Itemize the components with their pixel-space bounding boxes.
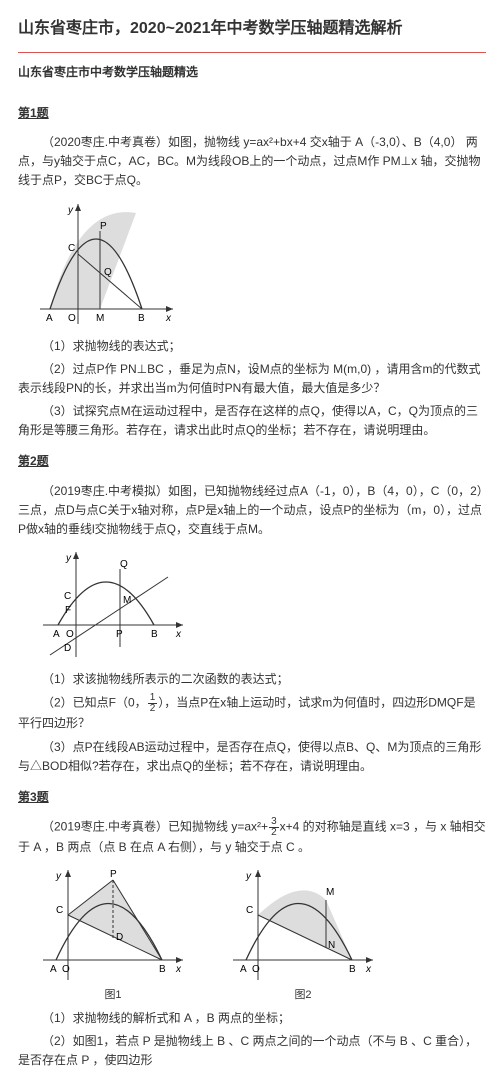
svg-text:y: y: [55, 871, 62, 882]
svg-text:B: B: [138, 313, 145, 324]
svg-text:x: x: [175, 964, 182, 975]
q3-cap2: 图2: [228, 987, 378, 1005]
svg-text:x: x: [165, 313, 172, 324]
svg-text:M: M: [326, 887, 334, 898]
q2-frac: 12: [148, 693, 158, 714]
q1-p3: （3）试探究点M在运动过程中，是否存在这样的点Q，使得以A，C，Q为顶点的三角形…: [18, 402, 486, 440]
svg-text:M: M: [96, 313, 104, 324]
svg-text:O: O: [66, 629, 74, 640]
svg-text:M: M: [123, 595, 131, 606]
svg-text:O: O: [62, 964, 70, 975]
q1-figure: A B O C M P Q x y: [38, 199, 486, 329]
q2-head: 第2题: [18, 452, 49, 471]
q1-intro: （2020枣庄.中考真卷）如图，抛物线 y=ax²+bx+4 交x轴于 A（-3…: [18, 133, 486, 191]
title-rule: [18, 52, 486, 53]
svg-text:x: x: [365, 964, 372, 975]
svg-text:Q: Q: [104, 267, 112, 278]
svg-text:A: A: [53, 629, 60, 640]
svg-text:C: C: [56, 905, 63, 916]
svg-text:O: O: [252, 964, 260, 975]
q3-head: 第3题: [18, 788, 49, 807]
svg-text:B: B: [349, 964, 356, 975]
q3-p2: （2）如图1，若点 P 是抛物线上 B 、C 两点之间的一个动点（不与 B 、C…: [18, 1032, 486, 1070]
svg-text:y: y: [67, 205, 74, 216]
svg-text:y: y: [245, 871, 252, 882]
svg-text:C: C: [64, 591, 71, 602]
svg-text:y: y: [65, 553, 72, 564]
svg-text:O: O: [68, 313, 76, 324]
q2-intro: （2019枣庄.中考模拟）如图，已知抛物线经过点A（-1，0），B（4，0），C…: [18, 482, 486, 540]
svg-text:P: P: [110, 869, 117, 880]
svg-text:A: A: [240, 964, 247, 975]
svg-text:A: A: [50, 964, 57, 975]
q2-p1: （1）求该抛物线所表示的二次函数的表达式；: [18, 670, 486, 689]
page-title: 山东省枣庄市，2020~2021年中考数学压轴题精选解析: [18, 16, 486, 42]
svg-text:P: P: [100, 221, 107, 232]
q1-p1: （1）求抛物线的表达式；: [18, 337, 486, 356]
q1-p2: （2）过点P作 PN⊥BC ，垂足为点N，设M点的坐标为 M(m,0) ，请用含…: [18, 360, 486, 398]
svg-text:B: B: [159, 964, 166, 975]
svg-text:D: D: [116, 932, 123, 943]
q3-figures: A O B C P D x y 图1: [38, 865, 486, 1005]
q3-frac: 32: [269, 817, 279, 838]
q3-p1: （1）求抛物线的解析式和 A ，B 两点的坐标；: [18, 1009, 486, 1028]
q3-intro: （2019枣庄.中考真卷）已知抛物线 y=ax²+32x+4 的对称轴是直线 x…: [18, 817, 486, 857]
q3-intro-a: （2019枣庄.中考真卷）已知抛物线 y=ax²+: [42, 820, 268, 834]
svg-text:Q: Q: [120, 559, 128, 570]
svg-text:P: P: [116, 629, 123, 640]
svg-text:F: F: [65, 605, 71, 616]
svg-text:D: D: [64, 643, 71, 654]
svg-text:A: A: [46, 313, 53, 324]
svg-text:C: C: [246, 905, 253, 916]
svg-text:C: C: [68, 243, 75, 254]
svg-text:x: x: [175, 629, 182, 640]
q2-p3: （3）点P在线段AB运动过程中，是否存在点Q，使得以点B、Q、M为顶点的三角形与…: [18, 738, 486, 776]
svg-text:B: B: [151, 629, 158, 640]
q2-figure: A B O C D P Q M F x y: [38, 547, 486, 662]
q2-p2a: （2）已知点F（0，: [42, 696, 147, 710]
q1-head: 第1题: [18, 104, 49, 123]
q2-p2: （2）已知点F（0，12），当点P在x轴上运动时，试求m为何值时，四边形DMQF…: [18, 693, 486, 733]
subtitle: 山东省枣庄市中考数学压轴题精选: [18, 63, 486, 82]
q3-cap1: 图1: [38, 987, 188, 1005]
svg-text:N: N: [328, 940, 335, 951]
